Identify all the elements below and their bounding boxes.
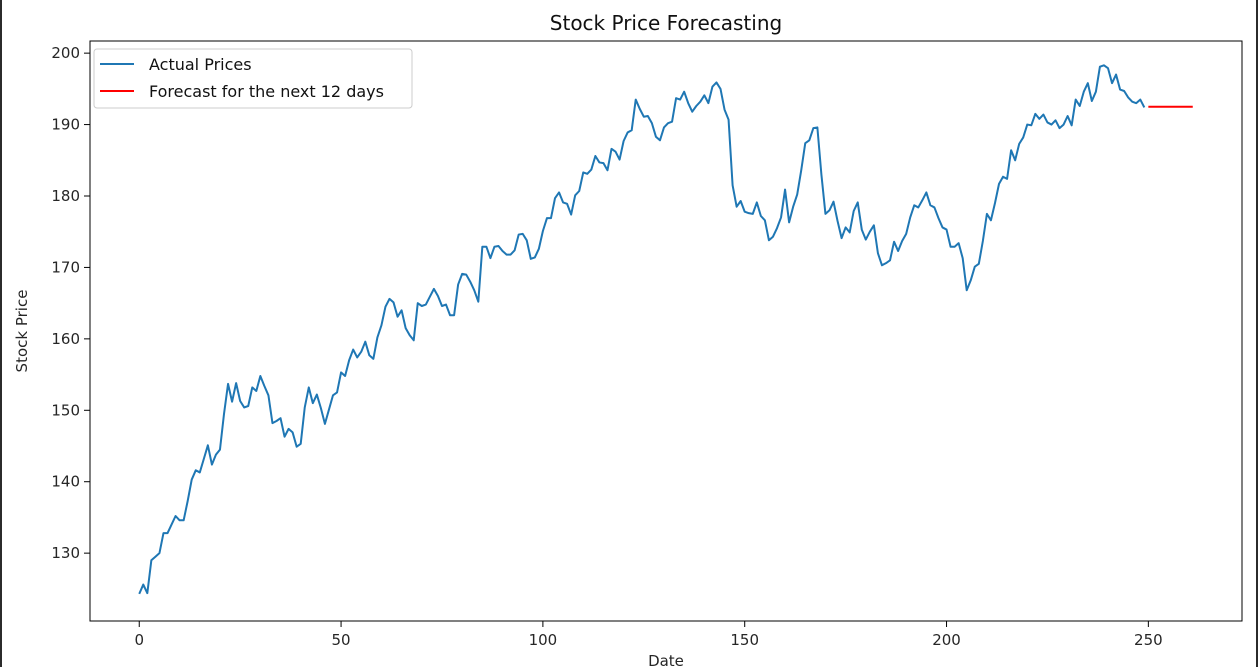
x-tick-label: 50 <box>332 631 351 649</box>
chart-title: Stock Price Forecasting <box>550 11 782 35</box>
y-tick-label: 140 <box>51 473 80 491</box>
y-axis-label: Stock Price <box>13 290 31 373</box>
x-axis-label: Date <box>648 652 684 667</box>
y-tick-label: 160 <box>51 330 80 348</box>
x-tick-label: 250 <box>1134 631 1163 649</box>
y-tick-label: 130 <box>51 544 80 562</box>
legend-label-forecast: Forecast for the next 12 days <box>149 82 384 101</box>
y-tick-label: 200 <box>51 44 80 62</box>
legend: Actual Prices Forecast for the next 12 d… <box>93 48 413 109</box>
y-axis: 130 140 150 160 170 180 190 200 <box>51 44 90 562</box>
window-border-left <box>0 0 2 667</box>
x-tick-label: 0 <box>134 631 144 649</box>
legend-box <box>93 48 413 109</box>
x-axis: 0 50 100 150 200 250 <box>134 621 1163 649</box>
y-tick-label: 150 <box>51 401 80 419</box>
x-tick-label: 200 <box>932 631 961 649</box>
series-layer <box>138 64 1193 595</box>
y-tick-label: 180 <box>51 187 80 205</box>
legend-label-actual: Actual Prices <box>149 55 252 74</box>
plot-area <box>89 40 1243 622</box>
window-border-right <box>1256 0 1258 667</box>
x-tick-label: 100 <box>529 631 558 649</box>
y-tick-label: 170 <box>51 258 80 276</box>
series-actual-prices <box>138 64 1146 595</box>
x-tick-label: 150 <box>730 631 759 649</box>
y-tick-label: 190 <box>51 116 80 134</box>
